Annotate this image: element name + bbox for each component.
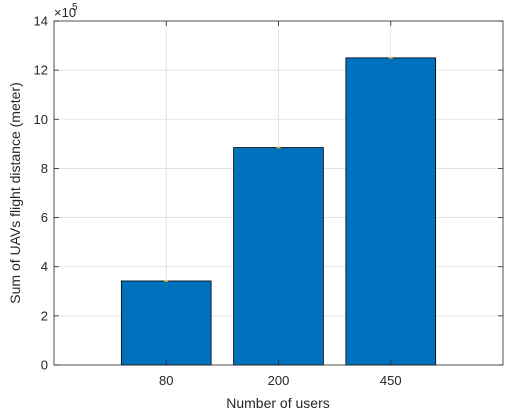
y-tick-label: 2	[41, 308, 48, 323]
y-exponent-base: ×10	[54, 5, 76, 20]
error-bars	[164, 57, 393, 282]
y-axis-title: Sum of UAVs flight distance (meter)	[7, 82, 23, 303]
y-exponent-power: 5	[72, 2, 78, 13]
x-axis-title: Number of users	[226, 395, 329, 411]
bars	[120, 57, 437, 366]
y-tick-label: 6	[41, 210, 48, 225]
x-tick-label: 200	[268, 373, 290, 388]
y-tick-label: 10	[34, 112, 48, 127]
y-tick-label: 12	[34, 63, 48, 78]
y-tick-label: 8	[41, 161, 48, 176]
x-tick-label: 450	[380, 373, 402, 388]
x-axis-ticks: 80 200 450	[159, 21, 402, 388]
y-tick-label: 0	[41, 358, 48, 373]
bar	[345, 57, 437, 366]
y-tick-label: 14	[34, 14, 48, 29]
y-tick-label: 4	[41, 259, 48, 274]
x-tick-label: 80	[159, 373, 173, 388]
bar	[120, 280, 212, 366]
y-axis-ticks: 0 2 4 6 8 10 12 14	[34, 14, 503, 373]
bar	[233, 147, 324, 366]
